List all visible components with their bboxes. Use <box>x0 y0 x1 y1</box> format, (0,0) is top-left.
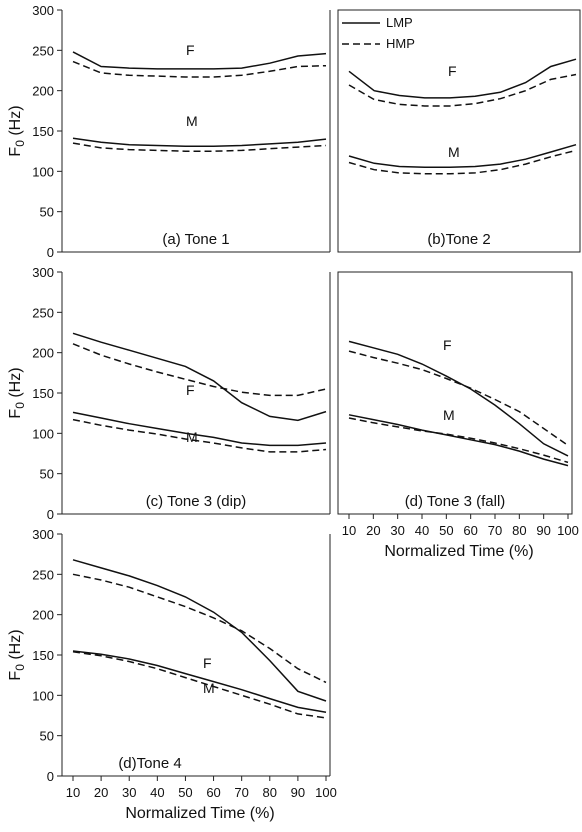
y-axis-title: F0 (Hz) <box>7 367 27 418</box>
panel-title: (a) Tone 1 <box>162 231 229 248</box>
legend-hmp-label: HMP <box>386 36 415 51</box>
x-tick-label: 30 <box>390 523 404 538</box>
male-series-label: M <box>186 113 198 129</box>
series-hmp-f <box>72 573 327 684</box>
male-series-label: M <box>443 407 455 423</box>
series-hmp-m <box>72 418 327 453</box>
x-tick-label: 60 <box>463 523 477 538</box>
x-tick-label: 90 <box>291 785 305 800</box>
x-tick-label: 70 <box>234 785 248 800</box>
series-lmp-m <box>72 137 327 148</box>
female-series-label: F <box>448 63 457 79</box>
male-series-label: M <box>186 429 198 445</box>
legend-lmp-label: LMP <box>386 15 413 30</box>
series-hmp-m <box>348 417 569 464</box>
male-series-label: M <box>203 680 215 696</box>
y-tick-label: 100 <box>32 688 54 703</box>
y-tick-label: 50 <box>40 205 54 220</box>
x-tick-label: 40 <box>150 785 164 800</box>
panel-title: (d)Tone 4 <box>118 755 181 772</box>
panel-frame <box>337 271 573 515</box>
female-series-label: F <box>186 382 195 398</box>
y-tick-label: 250 <box>32 305 54 320</box>
x-axis-title: Normalized Time (%) <box>125 805 274 822</box>
male-series-label: M <box>448 144 460 160</box>
y-tick-label: 200 <box>32 346 54 361</box>
y-axis-title: F0 (Hz) <box>7 629 27 680</box>
panel-title: (b)Tone 2 <box>427 231 490 248</box>
y-tick-label: 100 <box>32 164 54 179</box>
y-tick-label: 100 <box>32 426 54 441</box>
y-axis-title: F0 (Hz) <box>7 105 27 156</box>
x-tick-label: 90 <box>536 523 550 538</box>
panel-title: (c) Tone 3 (dip) <box>146 493 247 510</box>
series-lmp-m <box>72 411 327 447</box>
series-lmp-f <box>348 340 569 457</box>
x-tick-label: 60 <box>206 785 220 800</box>
x-tick-label: 70 <box>488 523 502 538</box>
series-lmp-f <box>348 58 577 99</box>
y-tick-label: 300 <box>32 265 54 280</box>
series-hmp-m <box>72 142 327 152</box>
legend: LMP HMP <box>342 15 415 51</box>
series-lmp-f <box>72 559 327 702</box>
series-lmp-m <box>72 650 327 714</box>
x-tick-label: 30 <box>122 785 136 800</box>
x-tick-label: 80 <box>263 785 277 800</box>
x-tick-label: 20 <box>366 523 380 538</box>
x-tick-label: 80 <box>512 523 526 538</box>
x-tick-label: 50 <box>178 785 192 800</box>
series-hmp-f <box>348 73 577 107</box>
x-tick-label: 100 <box>315 785 337 800</box>
series-lmp-f <box>72 51 327 70</box>
y-tick-label: 250 <box>32 567 54 582</box>
y-tick-label: 150 <box>32 648 54 663</box>
panel-1: 0 50 100 150 200 250 300 F0 (Hz) F M (a) Tone 1 <box>7 3 331 260</box>
series-hmp-m <box>348 149 577 175</box>
x-tick-label: 10 <box>342 523 356 538</box>
y-tick-label: 300 <box>32 3 54 18</box>
series-hmp-f <box>348 350 569 447</box>
series-hmp-f <box>72 60 327 78</box>
panel-2: F M (b)Tone 2 <box>337 9 581 253</box>
y-tick-label: 50 <box>40 729 54 744</box>
y-tick-label: 0 <box>47 245 54 260</box>
panel-title: (d) Tone 3 (fall) <box>405 493 506 510</box>
series-lmp-m <box>348 414 569 467</box>
panel-frame <box>337 9 581 253</box>
x-tick-label: 100 <box>557 523 579 538</box>
panel-5: 0 50 100 150 200 250 300 F0 (Hz) 10 20 30 40 50 60 70 8… <box>7 527 337 822</box>
female-series-label: F <box>186 42 195 58</box>
x-axis-title: Normalized Time (%) <box>384 543 533 560</box>
y-tick-label: 300 <box>32 527 54 542</box>
y-tick-label: 250 <box>32 43 54 58</box>
female-series-label: F <box>203 655 212 671</box>
panel-4: 10 20 30 40 50 60 70 80 90 100 Normalized Time (%)… <box>337 271 579 560</box>
y-tick-label: 200 <box>32 608 54 623</box>
y-tick-label: 50 <box>40 467 54 482</box>
x-tick-label: 10 <box>66 785 80 800</box>
y-tick-label: 200 <box>32 84 54 99</box>
y-tick-label: 0 <box>47 507 54 522</box>
series-lmp-f <box>72 332 327 422</box>
female-series-label: F <box>443 337 452 353</box>
series-hmp-f <box>72 343 327 397</box>
x-tick-label: 40 <box>415 523 429 538</box>
y-tick-label: 150 <box>32 124 54 139</box>
x-tick-label: 20 <box>94 785 108 800</box>
x-tick-label: 50 <box>439 523 453 538</box>
panel-3: 0 50 100 150 200 250 300 F0 (Hz) F M (c) Tone 3 (d… <box>7 265 331 522</box>
series-lmp-m <box>348 143 577 169</box>
y-tick-label: 150 <box>32 386 54 401</box>
y-tick-label: 0 <box>47 769 54 784</box>
